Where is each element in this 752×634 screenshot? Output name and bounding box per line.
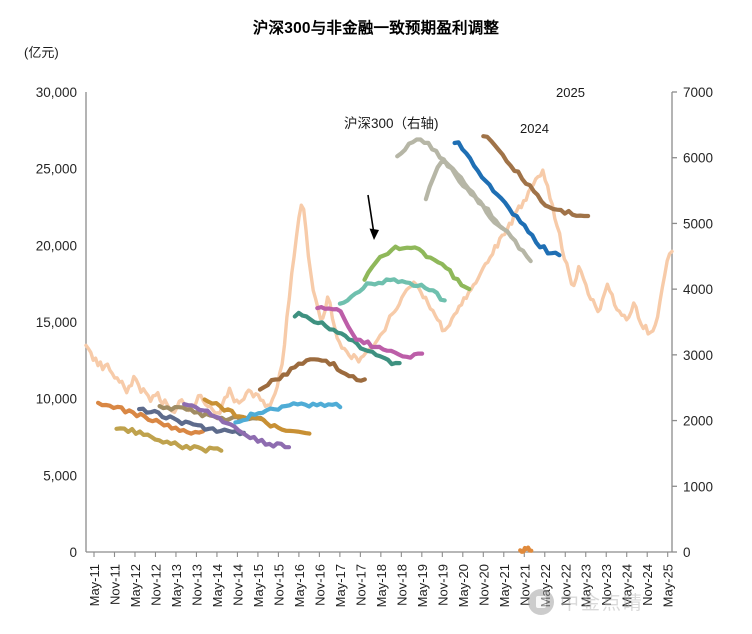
series-line-2019 (292, 310, 402, 367)
series-line-2012 (114, 426, 224, 454)
series-line-2015 (182, 402, 292, 450)
right-axis-tick-3: 3000 (683, 348, 713, 363)
series-line-2024 (423, 159, 533, 264)
x-axis-tick-9: Nov-15 (271, 564, 286, 606)
chart-title: 沪深300与非金融一致预期盈利调整 (252, 20, 500, 37)
x-axis-tick-15: Nov-18 (394, 564, 409, 606)
x-axis-tick-13: Nov-17 (353, 564, 368, 606)
series-line-2025 (452, 140, 562, 258)
x-axis-tick-3: Nov-12 (148, 564, 163, 606)
x-axis-tick-22: May-22 (538, 564, 553, 607)
x-axis-tick-10: May-16 (292, 564, 307, 607)
x-axis-tick-8: May-15 (251, 564, 266, 607)
x-axis-tick-12: May-17 (333, 564, 348, 607)
x-axis-tick-6: May-14 (210, 564, 225, 607)
x-axis-tick-2: May-12 (128, 564, 143, 607)
x-axis-tick-27: Nov-24 (640, 564, 655, 606)
left-axis-tick-0: 0 (69, 545, 77, 560)
csi300-annotation: 沪深300（右轴) (344, 116, 439, 131)
series-line-沪深300 (84, 168, 674, 415)
x-axis-tick-23: Nov-22 (558, 564, 573, 606)
series-line-2018 (257, 357, 367, 392)
x-axis-tick-24: May-23 (579, 564, 594, 607)
left-axis-tick-1: 5,000 (43, 468, 77, 483)
x-axis-tick-28: May-25 (661, 564, 676, 607)
x-axis-tick-17: Nov-19 (435, 564, 450, 606)
left-axis-tick-5: 25,000 (36, 162, 77, 177)
right-axis-tick-1: 1000 (683, 479, 713, 494)
left-axis-tick-3: 15,000 (36, 315, 77, 330)
y-axis-unit-label: (亿元) (24, 45, 59, 60)
series-line-2027 (518, 545, 534, 554)
x-axis-tick-21: Nov-21 (517, 564, 532, 606)
series-line-2013 (137, 406, 246, 437)
right-axis-tick-2: 2000 (683, 414, 713, 429)
x-axis-tick-19: Nov-20 (476, 564, 491, 606)
left-axis-tick-6: 30,000 (36, 85, 77, 100)
csi300-arrow-icon (367, 194, 379, 240)
x-axis-tick-14: May-18 (374, 564, 389, 607)
x-axis-tick-20: May-21 (497, 564, 512, 607)
right-axis-tick-6: 6000 (683, 151, 713, 166)
series-line-2017 (233, 401, 343, 425)
x-axis-tick-0: May-11 (87, 564, 102, 606)
annotation-2025: 2025 (556, 85, 585, 100)
x-axis-tick-1: Nov-11 (107, 564, 122, 605)
series-line-2016 (202, 397, 312, 436)
left-axis-tick-2: 10,000 (36, 392, 77, 407)
x-axis-tick-4: May-13 (169, 564, 184, 607)
left-axis-tick-4: 20,000 (36, 238, 77, 253)
x-axis-tick-16: May-19 (415, 564, 430, 607)
annotation-2024: 2024 (520, 121, 549, 136)
x-axis-tick-11: Nov-16 (312, 564, 327, 606)
x-axis-tick-18: May-20 (456, 564, 471, 607)
series-line-2020 (315, 305, 425, 360)
series-line-2011 (96, 400, 205, 436)
x-axis-tick-7: Nov-14 (230, 564, 245, 606)
x-axis-tick-26: May-24 (620, 564, 635, 607)
x-axis-tick-25: Nov-23 (599, 564, 614, 606)
series-line-2022 (362, 244, 472, 292)
right-axis-tick-5: 5000 (683, 216, 713, 231)
x-axis-tick-5: Nov-13 (189, 564, 204, 606)
right-axis-tick-7: 7000 (683, 85, 713, 100)
series-line-2021 (337, 277, 447, 306)
right-axis-tick-4: 4000 (683, 282, 713, 297)
right-axis-tick-0: 0 (683, 545, 691, 560)
series-line-2026 (481, 134, 591, 219)
